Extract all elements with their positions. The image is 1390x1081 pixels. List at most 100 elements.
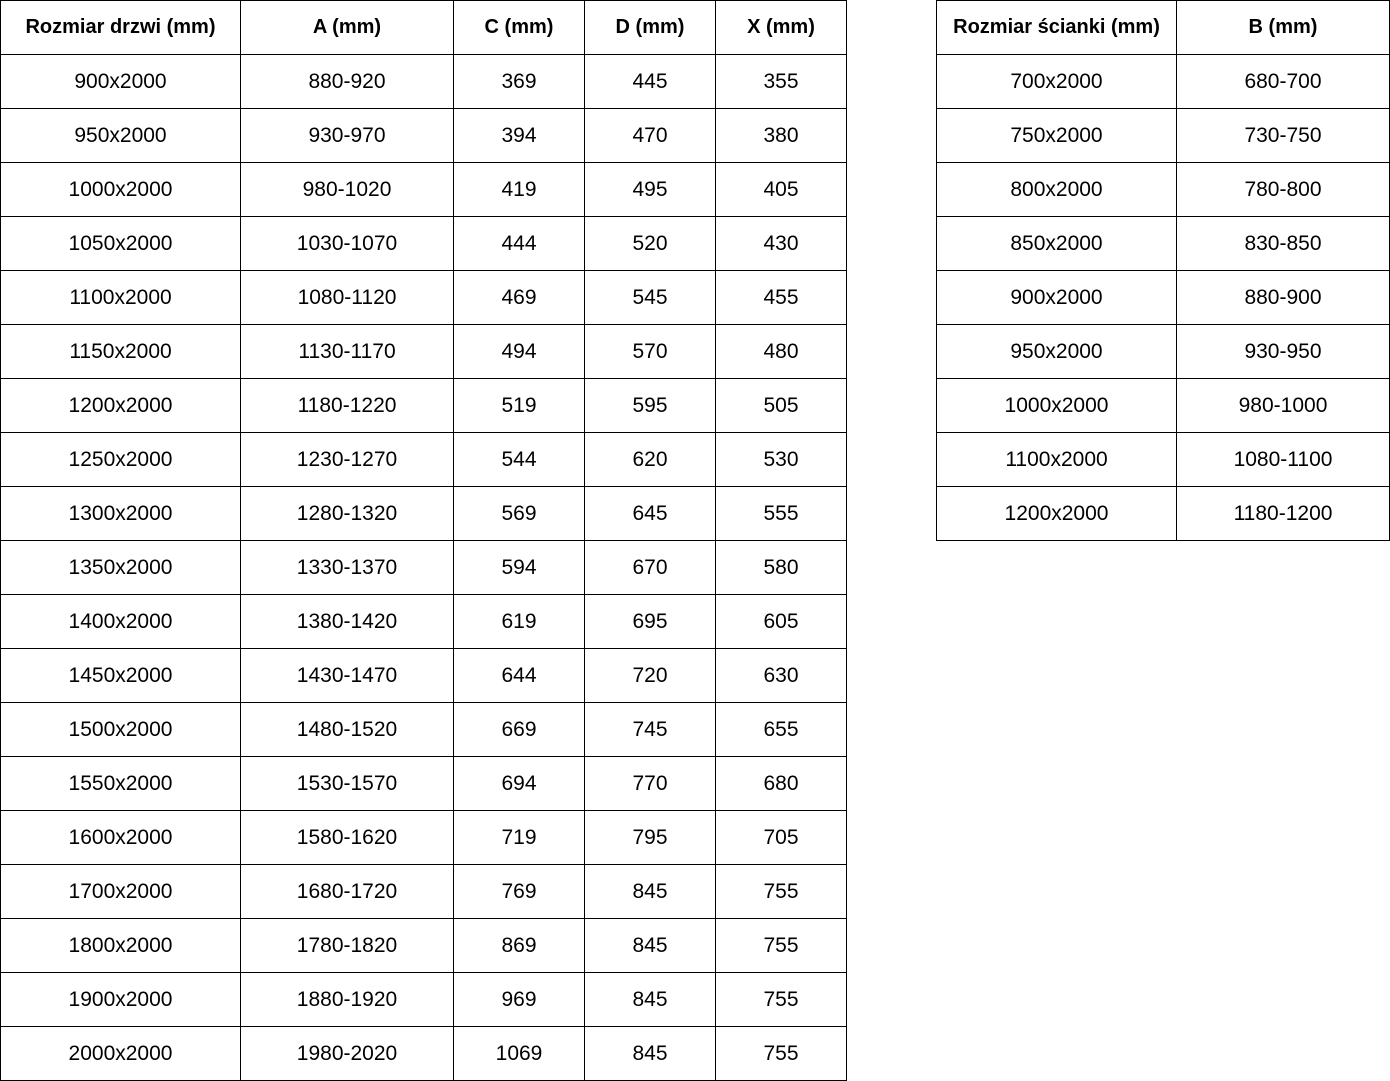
- table-cell: 519: [453, 378, 585, 433]
- table-cell: 1069: [453, 1026, 585, 1081]
- table-cell: 545: [584, 270, 716, 325]
- table-row: 1550x2000 1530-1570 694 770 680: [0, 756, 847, 811]
- table-row: 1200x2000 1180-1220 519 595 505: [0, 378, 847, 433]
- table-cell: 1000x2000: [936, 378, 1177, 433]
- table-cell: 505: [715, 378, 847, 433]
- table-cell: 930-950: [1176, 324, 1390, 379]
- table-cell: 1550x2000: [0, 756, 241, 811]
- table-cell: 845: [584, 918, 716, 973]
- table-cell: 670: [584, 540, 716, 595]
- table-row: 1900x2000 1880-1920 969 845 755: [0, 972, 847, 1027]
- table-cell: 455: [715, 270, 847, 325]
- table-cell: 880-920: [240, 54, 454, 109]
- table-cell: 469: [453, 270, 585, 325]
- table-cell: 595: [584, 378, 716, 433]
- table-cell: 620: [584, 432, 716, 487]
- wall-sizes-table: Rozmiar ścianki (mm) B (mm) 700x2000 680-7…: [936, 0, 1390, 541]
- table-cell: 830-850: [1176, 216, 1390, 271]
- table-cell: 1380-1420: [240, 594, 454, 649]
- table-cell: 445: [584, 54, 716, 109]
- table-cell: 1450x2000: [0, 648, 241, 703]
- table-cell: 694: [453, 756, 585, 811]
- table-cell: 555: [715, 486, 847, 541]
- table-cell: 755: [715, 918, 847, 973]
- table-row: 1450x2000 1430-1470 644 720 630: [0, 648, 847, 703]
- table-cell: 1780-1820: [240, 918, 454, 973]
- table-row: 1150x2000 1130-1170 494 570 480: [0, 324, 847, 379]
- table-cell: 530: [715, 432, 847, 487]
- column-header: D (mm): [584, 0, 716, 55]
- table-row: 700x2000 680-700: [936, 54, 1390, 109]
- table-cell: 845: [584, 1026, 716, 1081]
- table-row: 1100x2000 1080-1120 469 545 455: [0, 270, 847, 325]
- table-cell: 770: [584, 756, 716, 811]
- table-cell: 1530-1570: [240, 756, 454, 811]
- table-cell: 680-700: [1176, 54, 1390, 109]
- table-row: 1000x2000 980-1000: [936, 378, 1390, 433]
- table-cell: 1130-1170: [240, 324, 454, 379]
- table-cell: 419: [453, 162, 585, 217]
- column-header: Rozmiar drzwi (mm): [0, 0, 241, 55]
- table-cell: 755: [715, 972, 847, 1027]
- table-cell: 980-1020: [240, 162, 454, 217]
- table-cell: 1330-1370: [240, 540, 454, 595]
- table-cell: 355: [715, 54, 847, 109]
- table-cell: 470: [584, 108, 716, 163]
- table-cell: 605: [715, 594, 847, 649]
- table-cell: 655: [715, 702, 847, 757]
- table-cell: 1080-1120: [240, 270, 454, 325]
- table-cell: 700x2000: [936, 54, 1177, 109]
- table-row: 850x2000 830-850: [936, 216, 1390, 271]
- table-cell: 1500x2000: [0, 702, 241, 757]
- table-row: 1100x2000 1080-1100: [936, 432, 1390, 487]
- table-cell: 1100x2000: [0, 270, 241, 325]
- table-cell: 1800x2000: [0, 918, 241, 973]
- table-cell: 1400x2000: [0, 594, 241, 649]
- table-row: 1350x2000 1330-1370 594 670 580: [0, 540, 847, 595]
- table-cell: 780-800: [1176, 162, 1390, 217]
- table-cell: 644: [453, 648, 585, 703]
- table-row: 1050x2000 1030-1070 444 520 430: [0, 216, 847, 271]
- table-cell: 2000x2000: [0, 1026, 241, 1081]
- table-cell: 1200x2000: [0, 378, 241, 433]
- table-cell: 1180-1200: [1176, 486, 1390, 541]
- table-cell: 730-750: [1176, 108, 1390, 163]
- table-cell: 444: [453, 216, 585, 271]
- table-row: 1300x2000 1280-1320 569 645 555: [0, 486, 847, 541]
- table-cell: 619: [453, 594, 585, 649]
- table-cell: 1030-1070: [240, 216, 454, 271]
- table-cell: 755: [715, 864, 847, 919]
- table-cell: 1250x2000: [0, 432, 241, 487]
- table-cell: 1150x2000: [0, 324, 241, 379]
- table-cell: 669: [453, 702, 585, 757]
- table-cell: 1600x2000: [0, 810, 241, 865]
- table-cell: 900x2000: [936, 270, 1177, 325]
- table-cell: 930-970: [240, 108, 454, 163]
- table-cell: 495: [584, 162, 716, 217]
- table-cell: 869: [453, 918, 585, 973]
- table-cell: 394: [453, 108, 585, 163]
- table-cell: 1980-2020: [240, 1026, 454, 1081]
- table-cell: 580: [715, 540, 847, 595]
- table-cell: 570: [584, 324, 716, 379]
- table-row: 2000x2000 1980-2020 1069 845 755: [0, 1026, 847, 1081]
- table-cell: 1180-1220: [240, 378, 454, 433]
- table-cell: 1080-1100: [1176, 432, 1390, 487]
- table-cell: 880-900: [1176, 270, 1390, 325]
- table-cell: 1000x2000: [0, 162, 241, 217]
- table-header-row: Rozmiar drzwi (mm) A (mm) C (mm) D (mm) X (m…: [0, 0, 847, 55]
- table-row: 1200x2000 1180-1200: [936, 486, 1390, 541]
- table-cell: 755: [715, 1026, 847, 1081]
- table-row: 900x2000 880-920 369 445 355: [0, 54, 847, 109]
- table-cell: 769: [453, 864, 585, 919]
- table-cell: 705: [715, 810, 847, 865]
- column-header: Rozmiar ścianki (mm): [936, 0, 1177, 55]
- table-cell: 845: [584, 972, 716, 1027]
- table-cell: 980-1000: [1176, 378, 1390, 433]
- column-header: A (mm): [240, 0, 454, 55]
- table-cell: 1300x2000: [0, 486, 241, 541]
- door-sizes-table: Rozmiar drzwi (mm) A (mm) C (mm) D (mm) X (m…: [0, 0, 847, 1081]
- table-cell: 1900x2000: [0, 972, 241, 1027]
- table-row: 900x2000 880-900: [936, 270, 1390, 325]
- table-cell: 1050x2000: [0, 216, 241, 271]
